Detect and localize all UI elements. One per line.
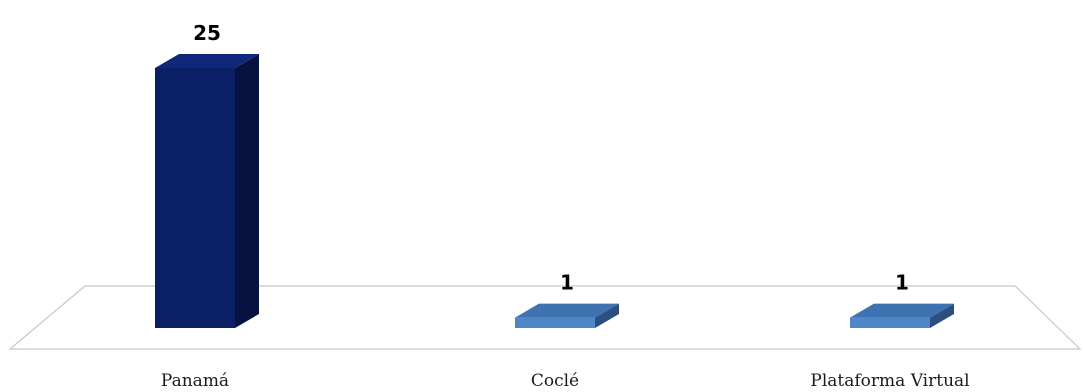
category-labels-group: Panamá Coclé Plataforma Virtual xyxy=(161,371,970,391)
bars-group xyxy=(155,54,954,328)
bar-top-cocle xyxy=(515,303,619,318)
bar-top-plataforma-virtual xyxy=(850,303,954,318)
bar-panama xyxy=(155,54,259,328)
bar-side-cocle xyxy=(595,303,619,328)
bar-plataforma-virtual xyxy=(850,303,954,328)
bar-front-plataforma-virtual xyxy=(850,317,930,328)
bar-top-panama xyxy=(155,54,259,68)
category-label-panama: Panamá xyxy=(161,371,229,391)
chart-floor xyxy=(8,285,1082,350)
value-labels-group: 25 1 1 xyxy=(193,21,909,295)
category-label-cocle: Coclé xyxy=(531,371,579,391)
bar-front-cocle xyxy=(515,317,595,328)
value-label-plataforma-virtual: 1 xyxy=(895,271,909,295)
bar-side-plataforma-virtual xyxy=(930,303,954,328)
value-label-panama: 25 xyxy=(193,21,221,45)
bar-side-panama xyxy=(235,54,259,328)
bar-cocle xyxy=(515,303,619,328)
value-label-cocle: 1 xyxy=(560,271,574,295)
category-label-plataforma-virtual: Plataforma Virtual xyxy=(810,371,969,391)
bar-front-panama xyxy=(155,68,235,328)
